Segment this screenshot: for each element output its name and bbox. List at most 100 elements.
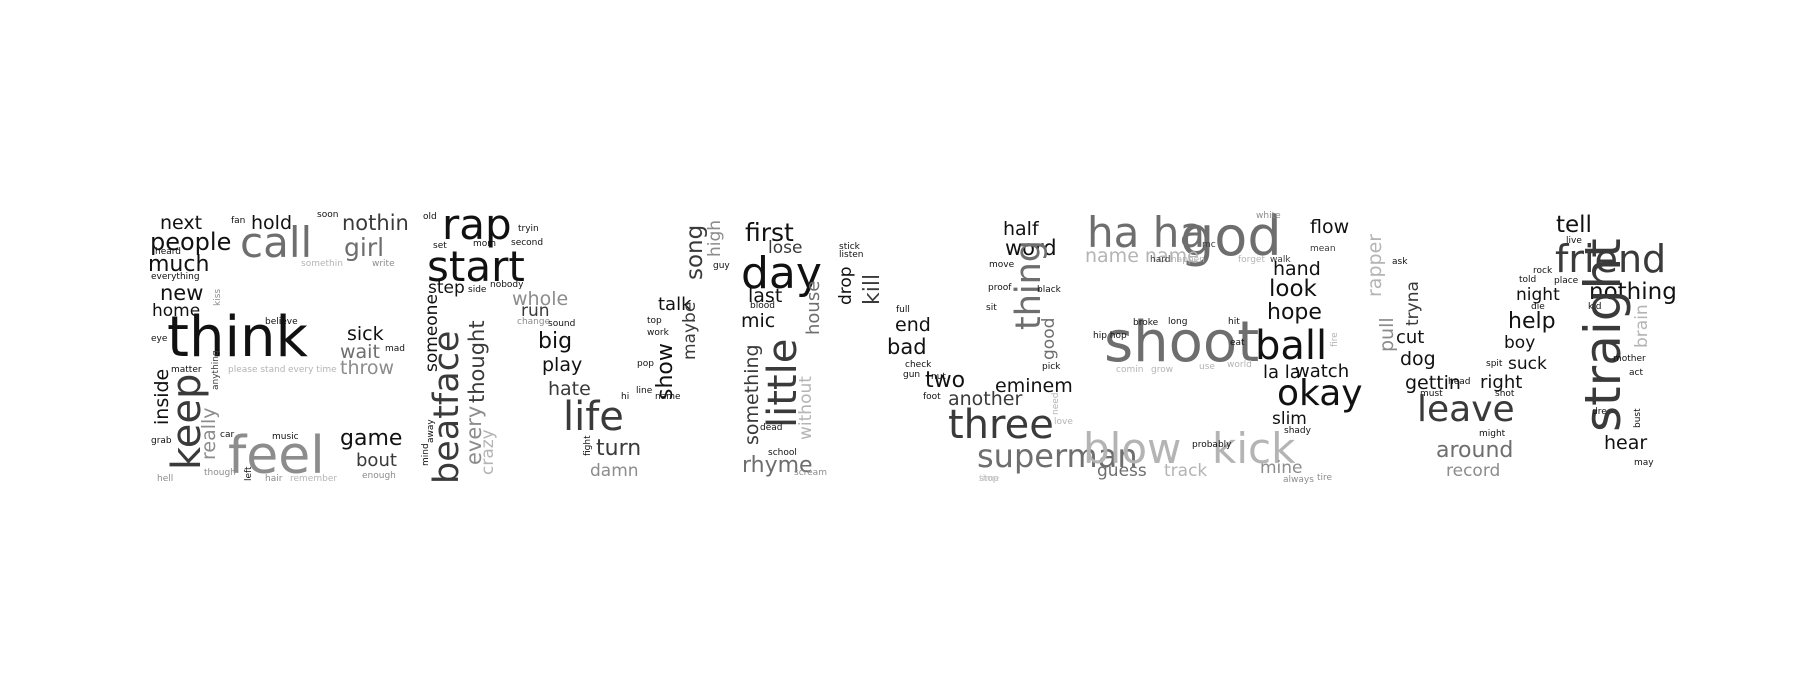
word: second: [511, 238, 544, 248]
word: slim: [1272, 409, 1307, 429]
word: heard: [155, 247, 182, 257]
word: three: [948, 402, 1054, 448]
word: word: [1005, 236, 1057, 260]
word: mine: [1260, 458, 1303, 478]
word: forget: [1238, 255, 1265, 265]
word: fire: [1330, 332, 1340, 347]
word: left: [244, 466, 254, 481]
word: ball: [1255, 323, 1328, 369]
word: rap: [442, 200, 512, 249]
word: right: [1480, 372, 1523, 393]
word: cut: [1396, 327, 1425, 348]
word: spit: [1486, 359, 1503, 369]
word: sick: [347, 323, 384, 345]
word: hate: [548, 378, 591, 400]
word: crazy: [478, 429, 498, 475]
word: wait: [340, 341, 380, 363]
word: rapper: [1364, 233, 1386, 297]
word: blood: [750, 301, 775, 311]
word: foot: [923, 392, 941, 402]
word: bad: [887, 335, 927, 359]
word: suck: [1508, 354, 1547, 374]
word: beatface: [427, 330, 467, 484]
word: damn: [590, 461, 639, 481]
word: end: [895, 314, 931, 336]
word: talk: [658, 294, 692, 315]
word: change: [517, 317, 551, 327]
word: flow: [1310, 216, 1350, 238]
word: next: [160, 212, 203, 234]
word: work: [647, 328, 669, 338]
word: hand: [1273, 258, 1321, 280]
word: stick: [839, 242, 860, 252]
word: la la: [1263, 362, 1301, 383]
word: friend: [1555, 237, 1667, 281]
word: turn: [596, 436, 642, 461]
word: shot: [1495, 389, 1515, 399]
word: life: [563, 394, 624, 440]
word: love: [1054, 417, 1073, 427]
word: eye: [151, 334, 168, 344]
word: fight: [583, 435, 593, 456]
word: guess: [1097, 461, 1147, 481]
word: scream: [794, 468, 827, 478]
word: nothin: [342, 211, 409, 235]
word: broke: [1133, 318, 1159, 328]
word: high: [705, 219, 725, 257]
word: look: [1269, 276, 1317, 302]
word: two: [925, 368, 966, 393]
word: track: [1164, 461, 1208, 481]
word: mc: [1202, 240, 1216, 250]
word: name: [655, 392, 681, 402]
word: proof: [988, 283, 1012, 293]
word: remember: [290, 474, 338, 484]
word: dead: [760, 423, 783, 433]
word: think: [167, 305, 308, 370]
word: nobody: [490, 280, 524, 290]
word: game: [340, 426, 403, 451]
word: pull: [1376, 317, 1398, 352]
word: big: [538, 329, 573, 354]
word: always: [1283, 475, 1314, 485]
word: inside: [151, 368, 173, 425]
word: listen: [839, 250, 864, 260]
word: fan: [231, 216, 246, 226]
word: somethin: [301, 259, 343, 269]
word: may: [1634, 458, 1654, 468]
word: tryin: [518, 224, 539, 234]
word: record: [1446, 461, 1501, 481]
word: kick: [1212, 424, 1296, 473]
word: car: [220, 430, 235, 440]
word: nut: [931, 372, 946, 382]
word: mom: [473, 239, 497, 249]
word: throw: [340, 357, 395, 379]
word: act: [1629, 368, 1643, 378]
word: house: [803, 280, 824, 335]
word: shady: [1284, 426, 1311, 436]
word: around: [1436, 438, 1514, 463]
word: mother: [1613, 354, 1646, 364]
word: gun: [903, 370, 921, 380]
word: top: [647, 316, 662, 326]
word: hard: [1150, 255, 1171, 265]
word: must: [1420, 389, 1443, 399]
word: school: [768, 448, 797, 458]
word: home: [152, 301, 201, 321]
word: start: [427, 242, 525, 291]
word: guy: [713, 261, 730, 271]
word: run: [521, 301, 550, 321]
word: whole: [512, 288, 569, 310]
word: hold: [251, 212, 293, 234]
word: boy: [1504, 333, 1536, 353]
word: day: [741, 248, 822, 299]
word: blow: [1083, 424, 1182, 473]
word: hell: [157, 474, 174, 484]
word: name name: [1085, 245, 1199, 267]
word: rhyme: [742, 453, 813, 478]
word: dog: [1400, 348, 1436, 370]
word: pick: [1042, 362, 1061, 372]
word: music: [272, 432, 299, 442]
word: bust: [1633, 408, 1643, 428]
word: gettin: [1405, 372, 1461, 394]
word: believe: [265, 317, 298, 327]
